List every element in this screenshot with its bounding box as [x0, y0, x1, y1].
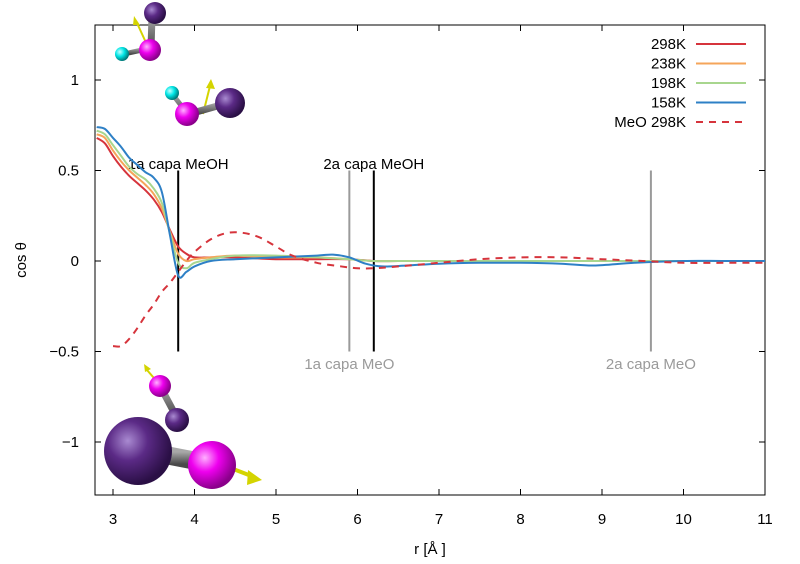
legend-label: 198K: [651, 75, 686, 92]
x-tick-label: 8: [516, 511, 524, 528]
series-line-meo-298k: [112, 231, 765, 348]
x-tick-label: 6: [353, 511, 361, 528]
y-tick-label: −1: [62, 434, 79, 451]
legend: 298K 238K 198K 158K MeO 298K: [614, 36, 746, 131]
x-tick-label: 4: [190, 511, 198, 528]
y-tick-label: 1: [71, 72, 79, 89]
legend-label: 298K: [651, 36, 686, 53]
x-tick-label: 10: [675, 511, 692, 528]
x-axis-ticks: 3 4 5 6 7 8 9 10 11: [109, 25, 773, 528]
y-tick-label: −0.5: [49, 344, 79, 361]
shell-marker-label: 2a capa MeOH: [323, 156, 424, 173]
legend-label: MeO 298K: [614, 114, 686, 131]
x-tick-label: 5: [272, 511, 280, 528]
x-tick-label: 9: [598, 511, 606, 528]
y-axis-ticks: −1 −0.5 0 0.5 1: [49, 72, 765, 451]
legend-label: 158K: [651, 95, 686, 112]
shell-marker-label: 2a capa MeO: [606, 356, 696, 373]
shell-marker-label: 1a capa MeOH: [128, 156, 229, 173]
data-series: [96, 126, 765, 348]
shell-marker-label: 1a capa MeO: [304, 356, 394, 373]
x-tick-label: 3: [109, 511, 117, 528]
molecule-top-left: [115, 2, 166, 61]
series-line-238k: [96, 133, 765, 263]
legend-label: 238K: [651, 56, 686, 73]
y-tick-label: 0: [71, 253, 79, 270]
y-axis-title: cos θ: [13, 242, 30, 278]
series-line-158k: [96, 126, 765, 279]
x-tick-label: 11: [757, 511, 773, 528]
series-line-198k: [96, 129, 765, 270]
shell-markers: 1a capa MeOH 1a capa MeO 2a capa MeOH 2a ca…: [128, 156, 696, 373]
x-tick-label: 7: [435, 511, 443, 528]
x-axis-title: r [Å ]: [414, 541, 446, 558]
molecule-bottom-left: [104, 364, 262, 489]
molecule-mid-left: [165, 79, 245, 126]
y-tick-label: 0.5: [58, 163, 79, 180]
